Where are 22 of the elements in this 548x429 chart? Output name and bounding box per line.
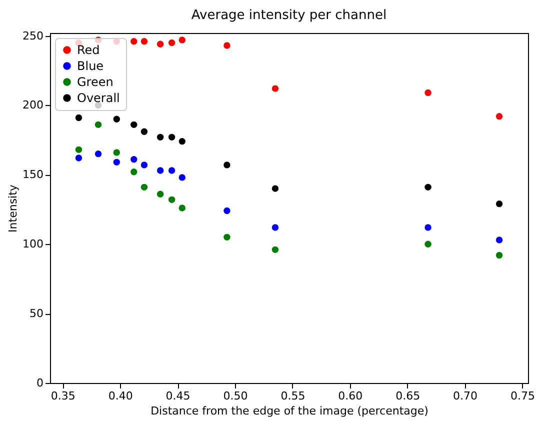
- y-tick-label: 150: [22, 168, 44, 182]
- x-tick-label: 0.55: [280, 390, 306, 402]
- x-tick-label: 0.50: [223, 390, 248, 402]
- y-tick-label: 100: [22, 238, 44, 251]
- x-tick-label: 0.45: [166, 390, 190, 402]
- x-tick-label: 0.70: [453, 390, 478, 402]
- y-tick-label: 50: [30, 307, 44, 320]
- x-axis-title: Distance from the edge of the image (percentage): [150, 404, 428, 418]
- y-tick-label: 200: [22, 98, 44, 112]
- x-tick-label: 0.75: [510, 390, 536, 402]
- x-tick-label: 0.60: [338, 390, 363, 402]
- legend-label: Blue: [77, 59, 104, 73]
- legend-label: Green: [77, 75, 114, 89]
- chart-title: Average intensity per channel: [191, 8, 387, 23]
- y-axis-title: Intensity: [6, 184, 20, 232]
- y-tick-label: 0: [36, 376, 44, 390]
- legend-label: Overall: [77, 91, 120, 105]
- x-tick-label: 0.65: [396, 390, 420, 402]
- y-tick-label: 250: [22, 29, 44, 42]
- x-tick-label: 0.40: [108, 390, 133, 402]
- legend-label: Red: [77, 43, 100, 57]
- x-tick-label: 0.35: [50, 390, 76, 402]
